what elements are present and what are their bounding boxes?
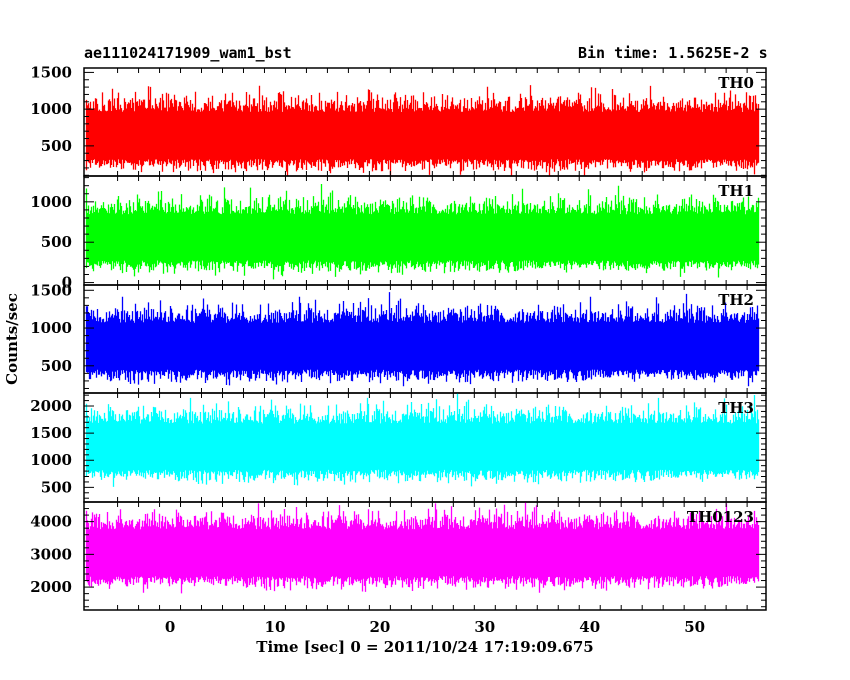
y-tick-label: 1000	[30, 319, 72, 337]
panel-frame-th0123	[83, 501, 767, 611]
x-tick-label: 30	[474, 618, 495, 636]
x-tick-label: 40	[579, 618, 600, 636]
y-tick-label: 2000	[30, 397, 72, 415]
series-band-th1	[86, 216, 758, 259]
y-tick-label: 1500	[30, 63, 72, 81]
series-th2	[85, 292, 760, 387]
series-th0	[85, 85, 760, 176]
x-axis-label: Time [sec] 0 = 2011/10/24 17:19:09.675	[256, 638, 594, 656]
y-tick-label: 1000	[30, 193, 72, 211]
y-tick-label: 4000	[30, 513, 72, 531]
y-tick-label: 500	[41, 478, 72, 496]
y-tick-label: 0	[62, 274, 72, 292]
x-tick-label: 0	[165, 618, 175, 636]
panel-label-th3: TH3	[718, 399, 754, 417]
x-tick-label: 10	[265, 618, 286, 636]
y-tick-label: 1500	[30, 424, 72, 442]
panel-label-th2: TH2	[718, 291, 754, 309]
y-tick-label: 2000	[30, 578, 72, 596]
y-tick-label: 1000	[30, 100, 72, 118]
y-tick-label: 1500	[30, 281, 72, 299]
x-tick-label: 20	[369, 618, 390, 636]
y-tick-label: 3000	[30, 545, 72, 563]
series-band-th0	[86, 114, 758, 158]
series-th1	[85, 184, 760, 280]
x-tick-label: 50	[684, 618, 705, 636]
panel-label-th0123: TH0123	[687, 508, 754, 526]
series-band-th3	[86, 425, 758, 468]
series-th3	[85, 393, 760, 487]
panel-label-th1: TH1	[718, 182, 754, 200]
series-th0123	[85, 502, 760, 594]
panel-label-th0: TH0	[718, 74, 754, 92]
bin-time-label: Bin time: 1.5625E-2 s	[578, 44, 768, 62]
y-tick-label: 500	[41, 233, 72, 251]
series-band-th0123	[86, 531, 758, 574]
plot-title: ae111024171909_wam1_bst	[84, 44, 292, 62]
series-band-th2	[86, 324, 758, 368]
y-tick-label: 1000	[30, 451, 72, 469]
y-tick-label: 500	[41, 137, 72, 155]
y-tick-label: 500	[41, 357, 72, 375]
